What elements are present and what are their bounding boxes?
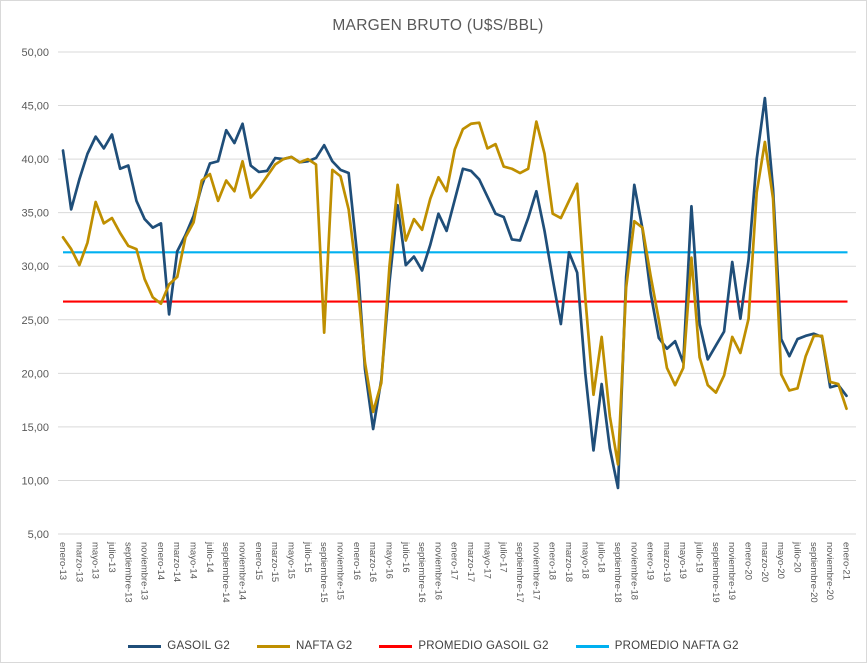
x-axis-label: septiembre-13 <box>122 542 133 603</box>
x-axis-label: mayo-20 <box>775 542 786 579</box>
series-line-nafta-g2 <box>61 120 848 466</box>
x-axis-label: noviembre-14 <box>237 542 248 600</box>
legend-item-nafta-g2[interactable]: NAFTA G2 <box>257 640 352 652</box>
x-axis-label: noviembre-19 <box>726 542 737 600</box>
y-axis-label: 20,00 <box>21 368 49 380</box>
x-axis-label: julio-13 <box>106 541 117 573</box>
x-axis-label: mayo-13 <box>90 542 101 579</box>
y-axis-label: 10,00 <box>21 475 49 487</box>
x-axis-label: mayo-14 <box>188 542 199 579</box>
series-line-gasoil-g2 <box>61 96 848 490</box>
x-axis-label: enero-16 <box>351 542 362 580</box>
legend-label: PROMEDIO GASOIL G2 <box>418 640 549 652</box>
x-axis-label: julio-16 <box>400 541 411 573</box>
legend-label: PROMEDIO NAFTA G2 <box>614 640 739 652</box>
x-axis-label: julio-19 <box>694 541 705 573</box>
x-axis-label: enero-18 <box>547 542 558 580</box>
legend-line-swatch <box>128 644 162 648</box>
legend-line-swatch <box>575 644 609 648</box>
x-axis-label: marzo-20 <box>759 542 770 582</box>
x-axis-label: marzo-18 <box>563 542 574 582</box>
x-axis-label: mayo-16 <box>383 542 394 579</box>
chart-title: MARGEN BRUTO (U$S/BBL) <box>332 17 543 34</box>
x-axis-label: enero-20 <box>743 542 754 580</box>
x-axis-label: enero-19 <box>645 542 656 580</box>
x-axis-label: marzo-17 <box>465 542 476 582</box>
legend-item-promedio-nafta-g2[interactable]: PROMEDIO NAFTA G2 <box>575 640 739 652</box>
y-axis-label: 5,00 <box>28 529 49 541</box>
x-axis-label: marzo-13 <box>73 542 84 582</box>
legend-item-gasoil-g2[interactable]: GASOIL G2 <box>128 640 230 652</box>
legend-line-swatch <box>379 644 413 648</box>
y-axis-label: 30,00 <box>21 261 49 273</box>
x-axis-label: enero-21 <box>840 542 851 580</box>
x-axis-label: septiembre-15 <box>318 542 329 603</box>
legend-label: GASOIL G2 <box>167 640 231 652</box>
x-axis-label: mayo-15 <box>285 542 296 579</box>
x-axis-label: noviembre-15 <box>334 542 345 600</box>
x-axis-label: septiembre-18 <box>612 542 623 603</box>
legend-line-swatch <box>257 644 291 648</box>
x-axis-label: noviembre-16 <box>432 542 443 600</box>
x-axis-label: mayo-19 <box>677 542 688 579</box>
x-axis-label: noviembre-13 <box>139 542 150 600</box>
x-axis-label: julio-18 <box>596 541 607 573</box>
x-axis-label: marzo-15 <box>269 542 280 582</box>
x-axis-label: enero-17 <box>449 542 460 580</box>
x-axis-label: noviembre-17 <box>530 542 541 600</box>
chart-legend: GASOIL G2 NAFTA G2 PROMEDIO GASOIL G2 PROME… <box>1 640 866 652</box>
x-axis-label: septiembre-19 <box>710 542 721 603</box>
x-axis-label: marzo-16 <box>367 542 378 582</box>
x-axis-label: septiembre-20 <box>808 542 819 603</box>
x-axis-label: julio-17 <box>498 541 509 573</box>
y-axis-label: 25,00 <box>21 315 49 327</box>
x-axis-label: noviembre-18 <box>628 542 639 600</box>
x-axis-label: enero-14 <box>155 542 166 580</box>
x-axis-label: mayo-17 <box>481 542 492 579</box>
x-axis-label: julio-15 <box>302 541 313 573</box>
y-axis-label: 40,00 <box>21 154 49 166</box>
legend-label: NAFTA G2 <box>296 640 353 652</box>
x-axis-label: septiembre-14 <box>220 542 231 603</box>
x-axis-label: enero-15 <box>253 542 264 580</box>
x-axis-label: noviembre-20 <box>824 542 835 600</box>
y-axis-label: 45,00 <box>21 101 49 113</box>
legend-item-promedio-gasoil-g2[interactable]: PROMEDIO GASOIL G2 <box>379 640 549 652</box>
x-axis-label: mayo-18 <box>579 542 590 579</box>
x-axis-label: julio-14 <box>204 541 215 573</box>
x-axis-label: enero-13 <box>57 542 68 580</box>
y-axis-label: 35,00 <box>21 208 49 220</box>
x-axis-label: marzo-19 <box>661 542 672 582</box>
x-axis-label: julio-20 <box>791 541 802 573</box>
x-axis-label: marzo-14 <box>171 542 182 582</box>
y-axis-label: 50,00 <box>21 47 49 59</box>
y-axis-label: 15,00 <box>21 422 49 434</box>
x-axis-label: septiembre-17 <box>514 542 525 603</box>
x-axis-label: septiembre-16 <box>416 542 427 603</box>
